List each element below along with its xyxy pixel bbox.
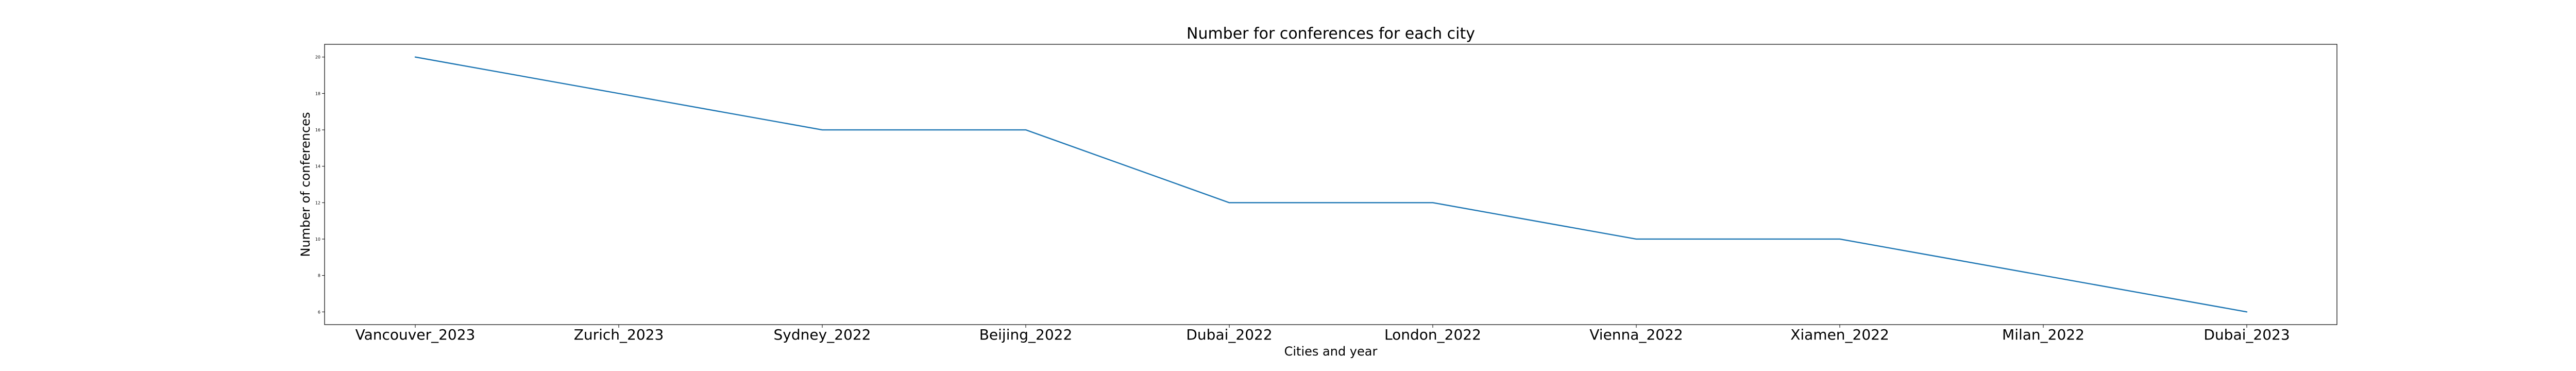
x-tick-label: Dubai_2023: [2204, 326, 2290, 343]
x-tick-label: Dubai_2022: [1186, 326, 1272, 343]
y-tick-label: 16: [315, 128, 320, 132]
x-tick-label: Vienna_2022: [1589, 326, 1683, 343]
y-tick-label: 20: [315, 55, 320, 60]
y-axis-label: Number of conferences: [298, 112, 313, 257]
y-tick-label: 8: [318, 274, 320, 278]
x-tick-label: London_2022: [1384, 326, 1481, 343]
plot-area-frame: [324, 44, 2337, 325]
x-tick-label: Sydney_2022: [774, 326, 871, 343]
series-line: [414, 56, 2248, 313]
y-tick-label: 10: [315, 237, 320, 242]
y-tick-label: 6: [318, 310, 320, 314]
x-axis: Vancouver_2023 Zurich_2023 Sydney_2022 Beij…: [355, 325, 2290, 343]
y-tick-label: 14: [315, 164, 320, 169]
x-tick-label: Beijing_2022: [979, 326, 1073, 343]
y-tick-label: 12: [315, 200, 320, 205]
x-tick-label: Xiamen_2022: [1790, 326, 1889, 343]
x-tick-label: Milan_2022: [2002, 326, 2084, 343]
y-tick-label: 18: [315, 91, 320, 96]
x-tick-label: Vancouver_2023: [355, 326, 476, 343]
y-axis: 6 8 10 12 14 16 18 20: [315, 55, 325, 314]
x-tick-label: Zurich_2023: [574, 326, 664, 343]
x-axis-label: Cities and year: [1284, 344, 1378, 359]
chart-title: Number for conferences for each city: [1187, 25, 1475, 43]
